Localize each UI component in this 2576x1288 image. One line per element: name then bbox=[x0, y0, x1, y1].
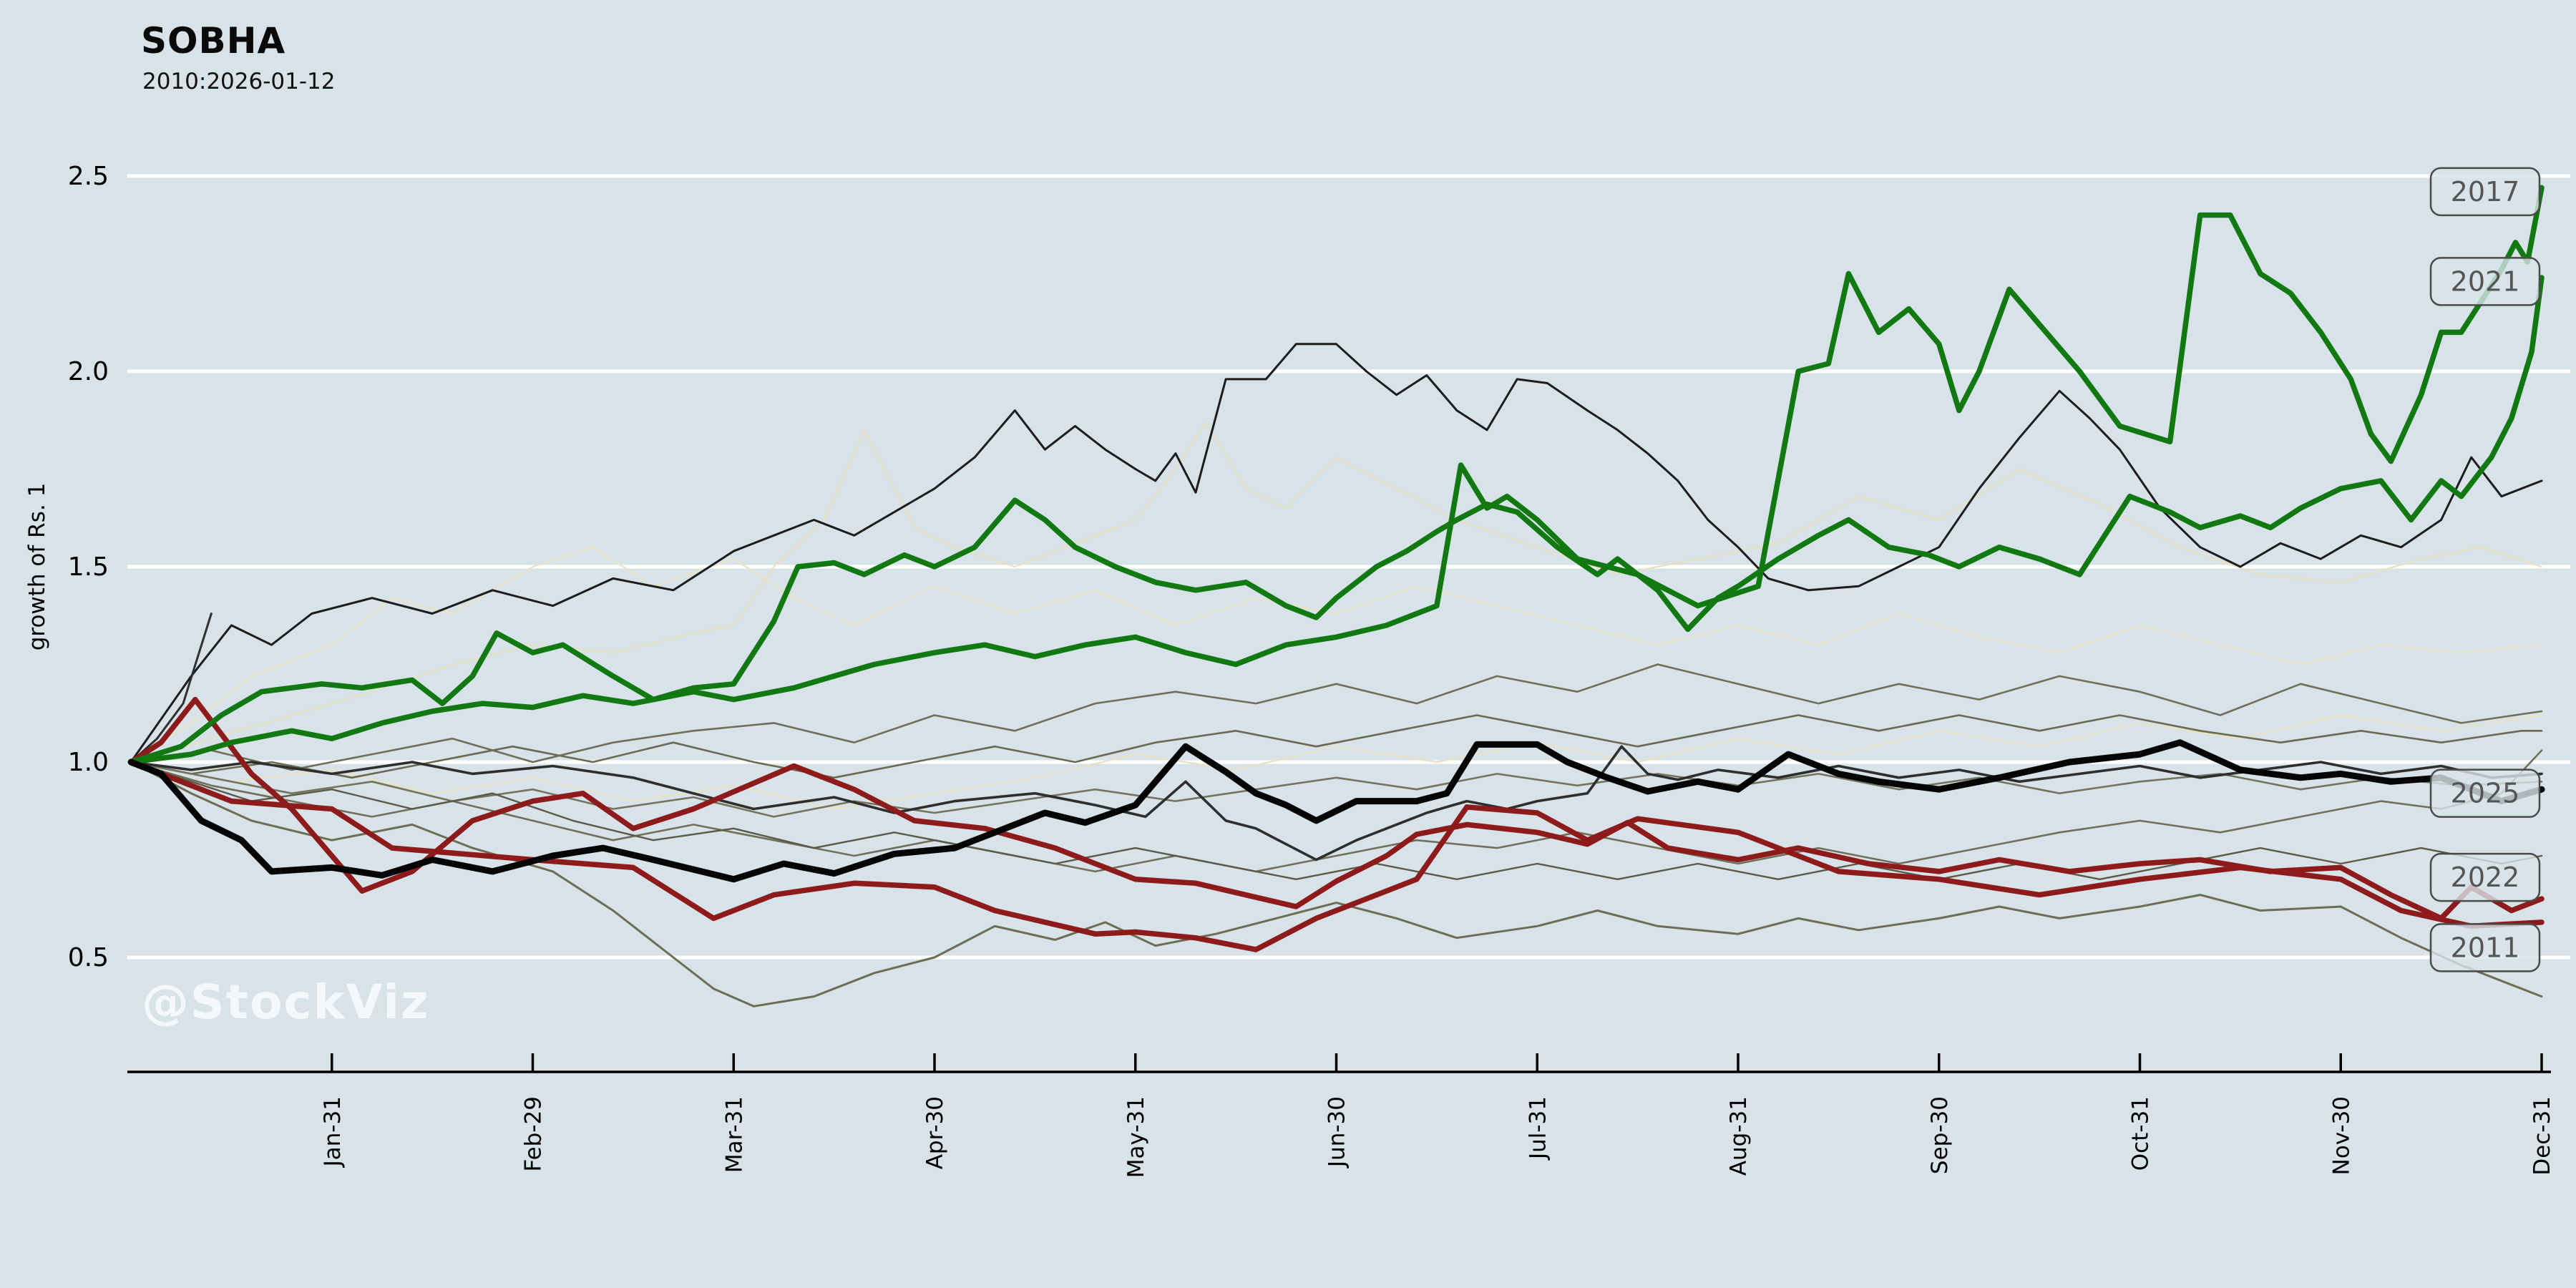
end-labels: 2017 2021 2025 2022 2011 bbox=[2429, 167, 2541, 972]
series-2014-line[interactable] bbox=[130, 421, 2543, 763]
y-axis-label: growth of Rs. 1 bbox=[24, 483, 50, 651]
x-tick-label-Oct-31: Oct-31 bbox=[2128, 1096, 2154, 1171]
x-tick-label-Aug-31: Aug-31 bbox=[1726, 1096, 1752, 1176]
end-label-2022[interactable]: 2022 bbox=[2429, 852, 2541, 902]
x-tick-label-Sep-30: Sep-30 bbox=[1927, 1096, 1953, 1174]
series-2019-line[interactable] bbox=[130, 714, 2543, 810]
end-label-2021[interactable]: 2021 bbox=[2429, 257, 2541, 306]
end-label-box-2017 bbox=[2429, 167, 2541, 217]
y-axis: 0.5 1.0 1.5 2.0 2.5 growth of Rs. 1 bbox=[24, 162, 109, 972]
y-tick-label-2.0: 2.0 bbox=[68, 357, 109, 386]
end-label-text-2017: 2017 bbox=[2451, 176, 2520, 208]
page-title: SOBHA bbox=[141, 20, 286, 62]
series-2013-line[interactable] bbox=[130, 546, 2543, 763]
series-2024-line[interactable] bbox=[130, 749, 2543, 873]
stockviz-watermark: @StockViz bbox=[142, 975, 430, 1030]
series-2025-line[interactable] bbox=[127, 739, 2545, 883]
end-label-box-2011 bbox=[2429, 923, 2541, 972]
y-tick-label-0.5: 0.5 bbox=[68, 943, 109, 972]
x-tick-label-Nov-30: Nov-30 bbox=[2328, 1096, 2354, 1175]
gridlines bbox=[127, 174, 2570, 960]
series-2018-line[interactable] bbox=[130, 761, 2543, 818]
x-tick-label-Apr-30: Apr-30 bbox=[922, 1096, 948, 1169]
series-2020-line[interactable] bbox=[130, 761, 2543, 881]
series-2010-line[interactable] bbox=[130, 761, 2543, 1008]
end-label-text-2022: 2022 bbox=[2451, 862, 2520, 893]
y-tick-label-1.0: 1.0 bbox=[68, 748, 109, 777]
series-2012-line[interactable] bbox=[130, 714, 2543, 779]
series-2016-line[interactable] bbox=[130, 343, 2543, 763]
series-2021-line[interactable] bbox=[128, 275, 2545, 765]
x-tick-label-Feb-29: Feb-29 bbox=[521, 1096, 547, 1172]
end-label-text-2021: 2021 bbox=[2451, 265, 2520, 297]
x-tick-label-May-31: May-31 bbox=[1123, 1096, 1149, 1178]
series-2011-line[interactable] bbox=[128, 759, 2545, 952]
x-tick-label-Jul-31: Jul-31 bbox=[1525, 1096, 1551, 1161]
page-subtitle: 2010:2026-01-12 bbox=[142, 69, 336, 94]
end-label-box-2025 bbox=[2429, 769, 2541, 818]
x-tick-label-Mar-31: Mar-31 bbox=[721, 1096, 747, 1173]
x-tick-label-Dec-31: Dec-31 bbox=[2529, 1096, 2555, 1176]
end-label-2025[interactable]: 2025 bbox=[2429, 769, 2541, 818]
end-label-box-2021 bbox=[2429, 257, 2541, 306]
series-lines bbox=[127, 185, 2545, 1008]
x-tick-label-Jan-31: Jan-31 bbox=[320, 1096, 346, 1168]
x-axis: Jan-31 Feb-29 Mar-31 Apr-30 May-31 Jun-30 Jul-… bbox=[127, 1053, 2555, 1178]
series-2015-line[interactable] bbox=[130, 745, 2543, 862]
end-label-2017[interactable]: 2017 bbox=[2429, 167, 2541, 217]
y-tick-label-1.5: 1.5 bbox=[68, 552, 109, 582]
series-2022-line[interactable] bbox=[128, 696, 2545, 922]
series-2017-line[interactable] bbox=[128, 185, 2545, 765]
series-2026-line[interactable] bbox=[130, 613, 213, 763]
end-label-text-2025: 2025 bbox=[2451, 778, 2520, 809]
end-label-2011[interactable]: 2011 bbox=[2429, 923, 2541, 972]
series-2023-line[interactable] bbox=[130, 663, 2543, 771]
end-label-text-2011: 2011 bbox=[2451, 932, 2520, 963]
x-tick-label-Jun-30: Jun-30 bbox=[1324, 1096, 1350, 1169]
end-label-box-2022 bbox=[2429, 852, 2541, 902]
y-tick-label-2.5: 2.5 bbox=[68, 162, 109, 191]
